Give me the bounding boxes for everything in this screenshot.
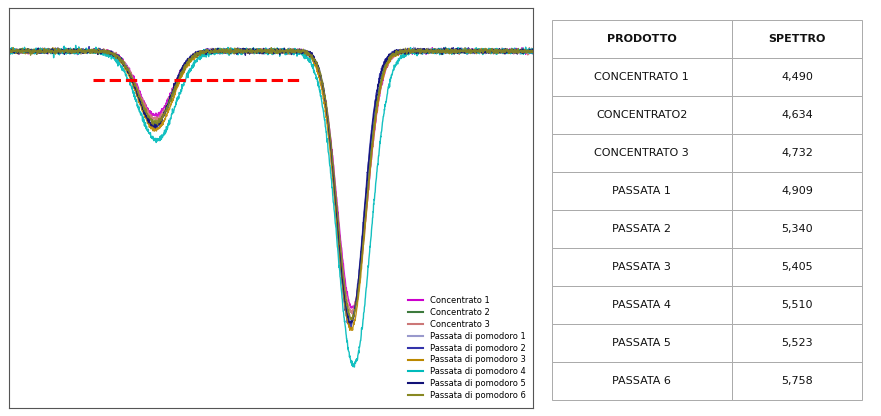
Bar [552, 362, 732, 400]
Text: PASSATA 2: PASSATA 2 [612, 224, 671, 234]
Bar [732, 58, 862, 96]
Text: PASSATA 1: PASSATA 1 [612, 186, 671, 196]
Bar [552, 248, 732, 286]
Text: PASSATA 6: PASSATA 6 [612, 376, 671, 386]
Text: CONCENTRATO 1: CONCENTRATO 1 [595, 72, 689, 82]
Text: 5,523: 5,523 [781, 338, 813, 348]
Bar [732, 134, 862, 172]
Bar [732, 20, 862, 58]
Text: PASSATA 3: PASSATA 3 [612, 262, 671, 272]
Bar [732, 172, 862, 210]
Bar [732, 96, 862, 134]
Text: 5,510: 5,510 [781, 300, 813, 310]
Bar [732, 362, 862, 400]
Bar [732, 210, 862, 248]
Bar [552, 210, 732, 248]
Text: PASSATA 5: PASSATA 5 [612, 338, 671, 348]
Text: 5,405: 5,405 [781, 262, 813, 272]
Bar [552, 58, 732, 96]
Text: SPETTRO: SPETTRO [768, 34, 825, 44]
Text: 4,490: 4,490 [781, 72, 813, 82]
Text: PASSATA 4: PASSATA 4 [612, 300, 671, 310]
Text: CONCENTRATO 3: CONCENTRATO 3 [595, 148, 689, 158]
Bar [552, 172, 732, 210]
Bar [732, 248, 862, 286]
Bar [552, 96, 732, 134]
Bar [552, 286, 732, 324]
Bar [552, 20, 732, 58]
Text: PRODOTTO: PRODOTTO [607, 34, 677, 44]
Text: 4,732: 4,732 [781, 148, 813, 158]
Text: 4,909: 4,909 [781, 186, 813, 196]
Bar [732, 324, 862, 362]
Text: 5,340: 5,340 [781, 224, 813, 234]
Text: 5,758: 5,758 [781, 376, 813, 386]
Bar [552, 324, 732, 362]
Text: 4,634: 4,634 [781, 110, 813, 120]
Bar [732, 286, 862, 324]
Bar [552, 134, 732, 172]
Text: CONCENTRATO2: CONCENTRATO2 [596, 110, 687, 120]
Legend: Concentrato 1, Concentrato 2, Concentrato 3, Passata di pomodoro 1, Passata di p: Concentrato 1, Concentrato 2, Concentrat… [404, 292, 529, 404]
